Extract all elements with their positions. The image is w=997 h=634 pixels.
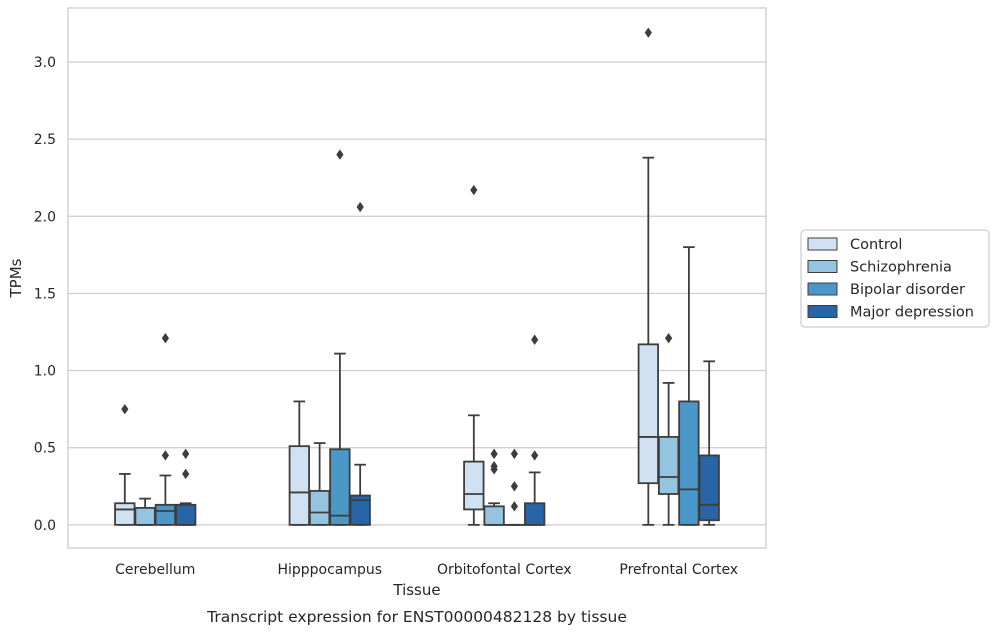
outlier-point	[510, 481, 518, 492]
legend-label: Schizophrenia	[850, 260, 952, 276]
box-group	[114, 403, 136, 526]
outlier-point	[531, 334, 539, 345]
chart-caption: Transcript expression for ENST0000048212…	[206, 608, 627, 626]
y-tick-label: 0.0	[34, 518, 56, 534]
box	[175, 503, 197, 526]
box	[288, 445, 310, 526]
y-tick-label: 3.0	[34, 55, 56, 71]
box-group	[678, 246, 700, 526]
y-axis-label: TPMs	[7, 258, 25, 298]
legend-swatch	[807, 305, 838, 318]
legend: Control Schizophrenia Bipolar disorder Majo…	[800, 229, 990, 328]
x-axis-label: Tissue	[392, 581, 440, 599]
box	[678, 400, 700, 526]
box	[463, 460, 485, 511]
y-tick-label: 2.5	[34, 132, 56, 148]
outlier-point	[161, 332, 169, 344]
x-tick-label: Prefrontal Cortex	[619, 562, 738, 578]
box-group	[288, 400, 310, 526]
x-tick-label: Orbitofontal Cortex	[437, 562, 572, 578]
outlier-point	[470, 184, 478, 196]
outlier-point	[490, 461, 498, 472]
box-group	[463, 184, 485, 526]
outlier-point	[161, 450, 169, 461]
y-tick-label: 1.0	[34, 364, 56, 380]
box-group	[657, 332, 680, 526]
box-group	[154, 332, 177, 526]
box	[329, 448, 351, 526]
legend-label: Bipolar disorder	[850, 282, 965, 298]
outlier-point	[121, 403, 129, 415]
box-group	[698, 360, 720, 526]
box-group	[524, 334, 546, 526]
y-tick-label: 0.5	[34, 441, 56, 457]
box-group	[329, 149, 351, 526]
box-group	[349, 201, 371, 526]
box-group	[134, 497, 156, 526]
legend-label: Control	[850, 237, 902, 253]
box	[134, 506, 156, 526]
box	[698, 454, 720, 522]
legend-frame	[800, 229, 990, 328]
box	[483, 505, 505, 526]
outlier-point	[490, 448, 498, 460]
box	[349, 494, 371, 526]
y-tick-labels: 0.0 0.5 1.0 1.5 2.0 2.5 3.0	[34, 55, 56, 534]
outlier-point	[182, 448, 190, 460]
legend-swatch	[807, 237, 838, 251]
gridlines	[68, 61, 766, 526]
boxes	[114, 27, 720, 526]
outlier-point	[510, 501, 518, 512]
box	[524, 502, 546, 526]
y-tick-label: 1.5	[34, 286, 56, 302]
box	[308, 490, 331, 526]
outlier-point	[510, 448, 518, 460]
y-tick-label: 2.0	[34, 209, 56, 225]
x-tick-labels: Cerebellum Hipppocampus Orbitofontal Corte…	[115, 562, 738, 578]
box	[657, 436, 680, 495]
box-group	[503, 448, 526, 526]
outlier-point	[531, 450, 539, 461]
box	[114, 502, 136, 526]
box-group	[175, 448, 197, 526]
x-tick-label: Cerebellum	[115, 562, 195, 578]
legend-swatch	[807, 260, 838, 273]
outlier-point	[644, 27, 652, 38]
outlier-point	[665, 332, 673, 344]
outlier-point	[336, 149, 344, 160]
plot-frame	[67, 7, 767, 549]
box-group	[483, 448, 505, 526]
box-group	[308, 442, 331, 526]
box-group	[637, 27, 659, 526]
box	[154, 503, 177, 526]
outlier-point	[356, 201, 364, 213]
legend-swatch	[807, 282, 838, 296]
legend-label: Major depression	[850, 305, 974, 321]
outlier-point	[182, 468, 190, 480]
x-tick-label: Hipppocampus	[277, 562, 382, 578]
box	[637, 343, 659, 485]
